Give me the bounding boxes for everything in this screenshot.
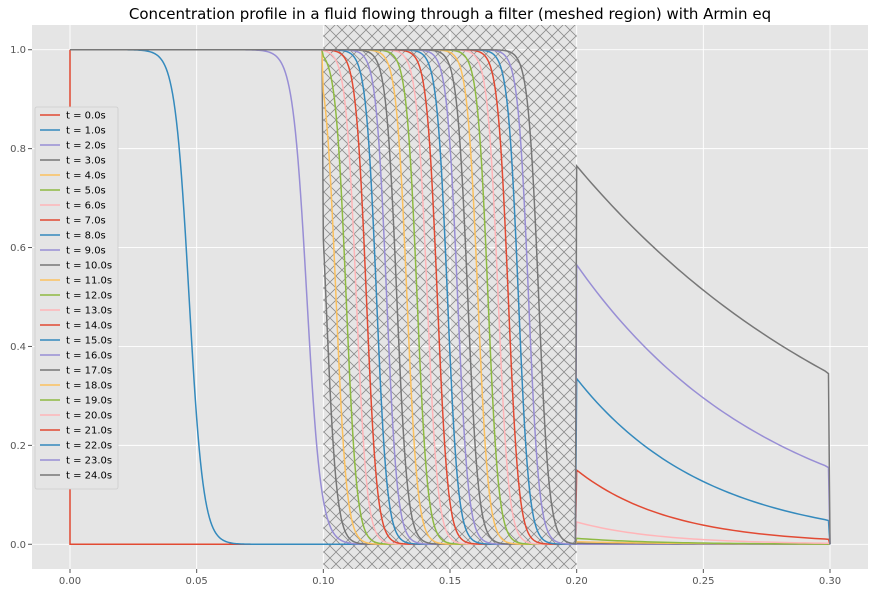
x-tick-label-5: 0.25 [692,576,714,587]
y-tick-label-5: 1.0 [10,45,26,56]
legend-label-12: t = 12.0s [66,291,112,302]
legend-label-4: t = 4.0s [66,171,106,182]
legend-label-21: t = 21.0s [66,426,112,437]
legend-label-9: t = 9.0s [66,246,106,257]
legend-label-19: t = 19.0s [66,396,112,407]
legend-label-6: t = 6.0s [66,201,106,212]
x-tick-label-2: 0.10 [312,576,334,587]
x-axis: 0.00 0.05 0.10 0.15 0.20 0.25 0.30 [59,569,841,587]
legend-label-22: t = 22.0s [66,441,112,452]
legend-label-2: t = 2.0s [66,141,106,152]
legend-label-17: t = 17.0s [66,366,112,377]
legend-label-8: t = 8.0s [66,231,106,242]
legend-box [34,106,119,490]
x-tick-label-1: 0.05 [186,576,208,587]
legend-label-18: t = 18.0s [66,381,112,392]
y-tick-label-4: 0.8 [10,144,26,155]
legend-label-15: t = 15.0s [66,336,112,347]
legend-label-5: t = 5.0s [66,186,106,197]
legend-label-16: t = 16.0s [66,351,112,362]
chart-title: Concentration profile in a fluid flowing… [129,5,771,23]
y-axis: 0.0 0.2 0.4 0.6 0.8 1.0 [10,45,32,551]
x-tick-label-4: 0.20 [566,576,588,587]
legend-label-14: t = 14.0s [66,321,112,332]
series-lines [69,48,831,546]
legend-label-0: t = 0.0s [66,111,106,122]
legend-label-23: t = 23.0s [66,456,112,467]
legend-label-1: t = 1.0s [66,126,106,137]
legend-label-3: t = 3.0s [66,156,106,167]
legend-label-13: t = 13.0s [66,306,112,317]
x-tick-label-0: 0.00 [59,576,81,587]
legend-label-10: t = 10.0s [66,261,112,272]
x-tick-label-3: 0.15 [439,576,461,587]
series-line-24 [70,48,831,545]
legend: t = 0.0s t = 1.0s t = 2.0s t = 3.0s t = 4.0s… [34,106,119,490]
y-tick-label-3: 0.6 [10,243,26,254]
x-tick-label-6: 0.30 [819,576,841,587]
y-tick-label-2: 0.4 [10,342,26,353]
y-tick-label-1: 0.2 [10,441,26,452]
legend-label-20: t = 20.0s [66,411,112,422]
legend-label-24: t = 24.0s [66,471,112,482]
y-tick-label-0: 0.0 [10,540,26,551]
legend-label-11: t = 11.0s [66,276,112,287]
legend-label-7: t = 7.0s [66,216,106,227]
